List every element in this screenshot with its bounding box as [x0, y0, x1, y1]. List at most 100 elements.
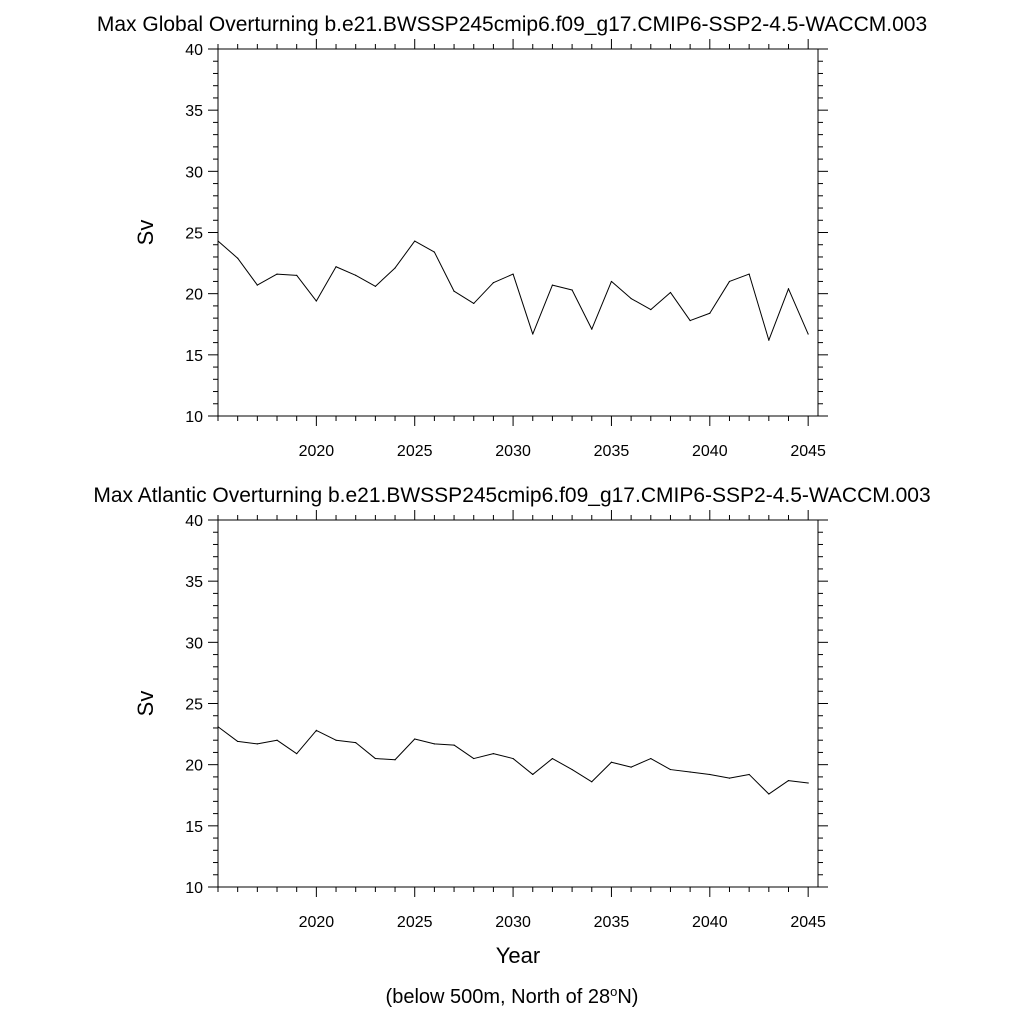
- data-point: [217, 240, 219, 242]
- y-tick-label: 30: [185, 635, 203, 652]
- data-point: [807, 333, 809, 335]
- data-point: [669, 768, 672, 771]
- x-tick-label: 2045: [790, 443, 826, 460]
- data-point: [709, 773, 711, 776]
- data-point: [296, 274, 298, 276]
- data-point: [276, 273, 278, 275]
- series-line: [217, 726, 809, 795]
- data-point: [669, 291, 672, 294]
- data-point: [787, 288, 790, 290]
- data-point: [532, 333, 534, 335]
- data-point: [335, 739, 337, 741]
- data-point: [532, 773, 534, 776]
- data-point: [689, 771, 691, 773]
- data-point: [256, 284, 258, 286]
- data-point: [571, 768, 573, 771]
- data-point: [414, 738, 416, 740]
- data-point: [374, 285, 376, 287]
- data-point: [335, 266, 337, 268]
- chart-title: Max Atlantic Overturning b.e21.BWSSP245c…: [93, 484, 930, 507]
- y-tick-label: 35: [185, 574, 203, 591]
- data-point: [315, 300, 317, 302]
- data-point: [709, 312, 711, 314]
- data-point: [414, 240, 416, 242]
- y-tick-label: 10: [185, 409, 203, 426]
- data-point: [610, 280, 613, 283]
- data-point: [591, 781, 593, 783]
- data-point: [237, 257, 239, 259]
- x-tick-label: 2035: [594, 443, 630, 460]
- y-tick-label: 25: [185, 697, 203, 714]
- y-tick-label: 10: [185, 880, 203, 897]
- data-point: [551, 757, 554, 760]
- atlantic-overturning-panel: Max Atlantic Overturning b.e21.BWSSP245c…: [93, 484, 930, 968]
- data-point: [276, 739, 278, 741]
- data-point: [630, 297, 632, 300]
- data-point: [571, 289, 573, 291]
- series-line: [217, 240, 809, 341]
- y-tick-label: 40: [185, 42, 203, 59]
- y-axis-label: Sv: [133, 220, 158, 246]
- data-point: [512, 757, 514, 760]
- x-tick-label: 2030: [495, 914, 531, 931]
- y-axis-label: Sv: [133, 691, 158, 717]
- data-point: [728, 777, 731, 779]
- x-tick-label: 2045: [790, 914, 826, 931]
- data-point: [473, 757, 475, 760]
- y-tick-label: 20: [185, 758, 203, 775]
- footnote-tail: N): [617, 986, 638, 1008]
- data-point: [473, 302, 475, 305]
- data-point: [433, 743, 435, 745]
- data-point: [492, 282, 495, 284]
- y-tick-label: 15: [185, 348, 203, 365]
- data-point: [728, 280, 731, 283]
- data-point: [237, 740, 239, 743]
- data-point: [689, 319, 691, 322]
- x-tick-label: 2020: [299, 443, 335, 460]
- x-tick-label: 2040: [692, 443, 728, 460]
- plot-frame: [217, 48, 819, 417]
- x-tick-label: 2040: [692, 914, 728, 931]
- y-tick-label: 40: [185, 513, 203, 530]
- data-point: [492, 753, 495, 755]
- x-tick-label: 2035: [594, 914, 630, 931]
- data-point: [610, 761, 613, 763]
- x-tick-label: 2025: [397, 914, 433, 931]
- y-tick-label: 25: [185, 226, 203, 243]
- data-point: [748, 273, 750, 275]
- data-point: [748, 773, 750, 776]
- data-point: [650, 757, 652, 760]
- footnote-text: (below 500m, North of 28: [386, 986, 611, 1008]
- data-point: [374, 757, 376, 760]
- global-overturning-panel: Max Global Overturning b.e21.BWSSP245cmi…: [97, 13, 927, 460]
- data-point: [433, 251, 435, 253]
- y-tick-label: 30: [185, 164, 203, 181]
- data-point: [256, 743, 258, 745]
- data-point: [217, 726, 219, 728]
- x-tick-label: 2025: [397, 443, 433, 460]
- data-point: [768, 339, 770, 341]
- data-point: [355, 742, 357, 744]
- data-point: [591, 328, 593, 330]
- data-point: [807, 782, 809, 784]
- y-tick-label: 15: [185, 819, 203, 836]
- data-point: [394, 759, 396, 761]
- y-tick-label: 35: [185, 103, 203, 120]
- data-point: [768, 793, 770, 795]
- x-tick-label: 2030: [495, 443, 531, 460]
- data-point: [296, 753, 298, 755]
- figure-footnote: (below 500m, North of 28oN): [386, 984, 639, 1009]
- data-point: [453, 290, 455, 292]
- data-point: [787, 779, 790, 782]
- data-point: [355, 274, 357, 276]
- data-point: [650, 308, 652, 311]
- chart-title: Max Global Overturning b.e21.BWSSP245cmi…: [97, 13, 927, 36]
- x-axis-label: Year: [496, 943, 540, 968]
- data-point: [394, 267, 396, 269]
- data-point: [453, 744, 455, 746]
- data-point: [630, 766, 632, 768]
- data-point: [551, 284, 554, 286]
- data-point: [315, 729, 317, 732]
- data-point: [512, 273, 514, 275]
- footnote-superscript: o: [610, 984, 617, 999]
